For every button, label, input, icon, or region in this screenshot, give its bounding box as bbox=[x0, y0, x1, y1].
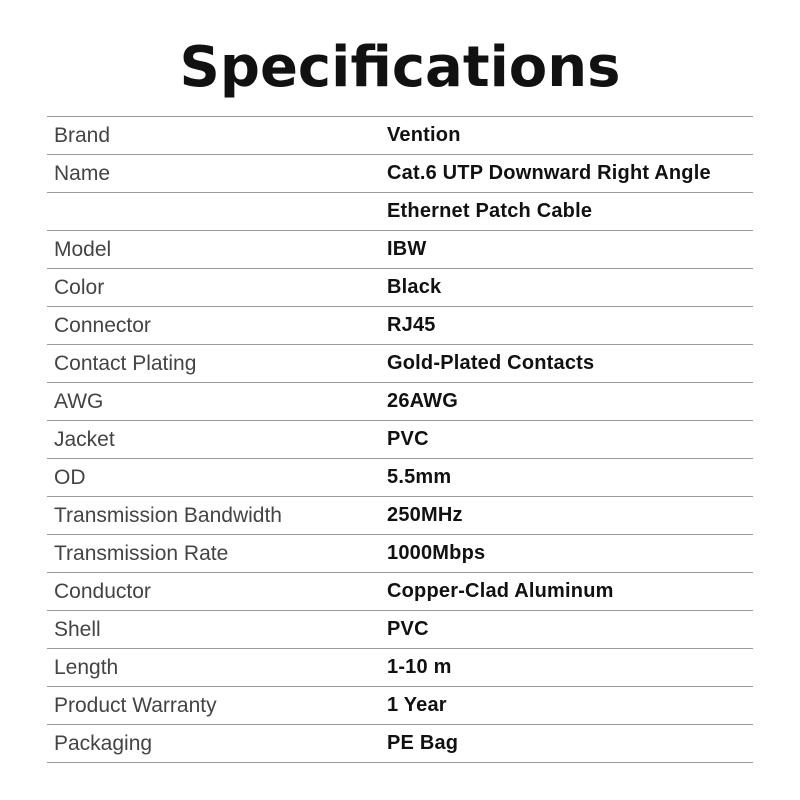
spec-value: PE Bag bbox=[387, 732, 459, 754]
spec-row: OD 5.5mm bbox=[47, 459, 753, 497]
spec-row: Brand Vention bbox=[47, 117, 753, 155]
spec-value: Cat.6 UTP Downward Right Angle bbox=[387, 162, 711, 184]
spec-value: IBW bbox=[387, 238, 427, 260]
spec-value: 1-10 m bbox=[387, 656, 452, 678]
spec-label: Transmission Bandwidth bbox=[54, 503, 282, 527]
page-title: Specifications bbox=[179, 35, 621, 100]
spec-label: AWG bbox=[54, 389, 104, 413]
spec-label: Jacket bbox=[54, 427, 115, 451]
spec-label: Shell bbox=[54, 617, 101, 641]
spec-label: Brand bbox=[54, 123, 111, 147]
spec-label: Contact Plating bbox=[54, 351, 197, 375]
spec-row: Model IBW bbox=[47, 231, 753, 269]
spec-value: Vention bbox=[387, 124, 461, 146]
spec-row: Packaging PE Bag bbox=[47, 725, 753, 763]
spec-label: Packaging bbox=[54, 731, 153, 755]
spec-label: Product Warranty bbox=[54, 693, 217, 717]
spec-row: Transmission Rate 1000Mbps bbox=[47, 535, 753, 573]
spec-value: Gold-Plated Contacts bbox=[387, 352, 595, 374]
spec-label: Transmission Rate bbox=[54, 541, 229, 565]
spec-value: 1 Year bbox=[387, 694, 447, 716]
spec-row: Connector RJ45 bbox=[47, 307, 753, 345]
spec-row: Conductor Copper-Clad Aluminum bbox=[47, 573, 753, 611]
spec-value: PVC bbox=[387, 618, 429, 640]
spec-label: Name bbox=[54, 161, 111, 185]
spec-value: 250MHz bbox=[387, 504, 463, 526]
spec-label: Color bbox=[54, 275, 105, 299]
spec-row: Shell PVC bbox=[47, 611, 753, 649]
spec-label: Length bbox=[54, 655, 119, 679]
spec-row: Jacket PVC bbox=[47, 421, 753, 459]
spec-row: Length 1-10 m bbox=[47, 649, 753, 687]
spec-value: 26AWG bbox=[387, 390, 459, 412]
spec-table: Brand Vention Name Cat.6 UTP Downward Right… bbox=[47, 116, 753, 763]
spec-value: RJ45 bbox=[387, 314, 436, 336]
spec-row: Name Cat.6 UTP Downward Right Angle bbox=[47, 155, 753, 193]
spec-label: Conductor bbox=[54, 579, 151, 603]
spec-value: Copper-Clad Aluminum bbox=[387, 580, 614, 602]
spec-label: OD bbox=[54, 465, 86, 489]
spec-value: 5.5mm bbox=[387, 466, 452, 488]
spec-row: Color Black bbox=[47, 269, 753, 307]
spec-label: Connector bbox=[54, 313, 151, 337]
spec-row: Product Warranty 1 Year bbox=[47, 687, 753, 725]
spec-value: Ethernet Patch Cable bbox=[387, 200, 593, 222]
spec-row: Ethernet Patch Cable bbox=[47, 193, 753, 231]
spec-row: Transmission Bandwidth 250MHz bbox=[47, 497, 753, 535]
spec-row: AWG 26AWG bbox=[47, 383, 753, 421]
spec-value: 1000Mbps bbox=[387, 542, 486, 564]
spec-row: Contact Plating Gold-Plated Contacts bbox=[47, 345, 753, 383]
spec-value: Black bbox=[387, 276, 442, 298]
spec-label: Model bbox=[54, 237, 112, 261]
spec-value: PVC bbox=[387, 428, 429, 450]
